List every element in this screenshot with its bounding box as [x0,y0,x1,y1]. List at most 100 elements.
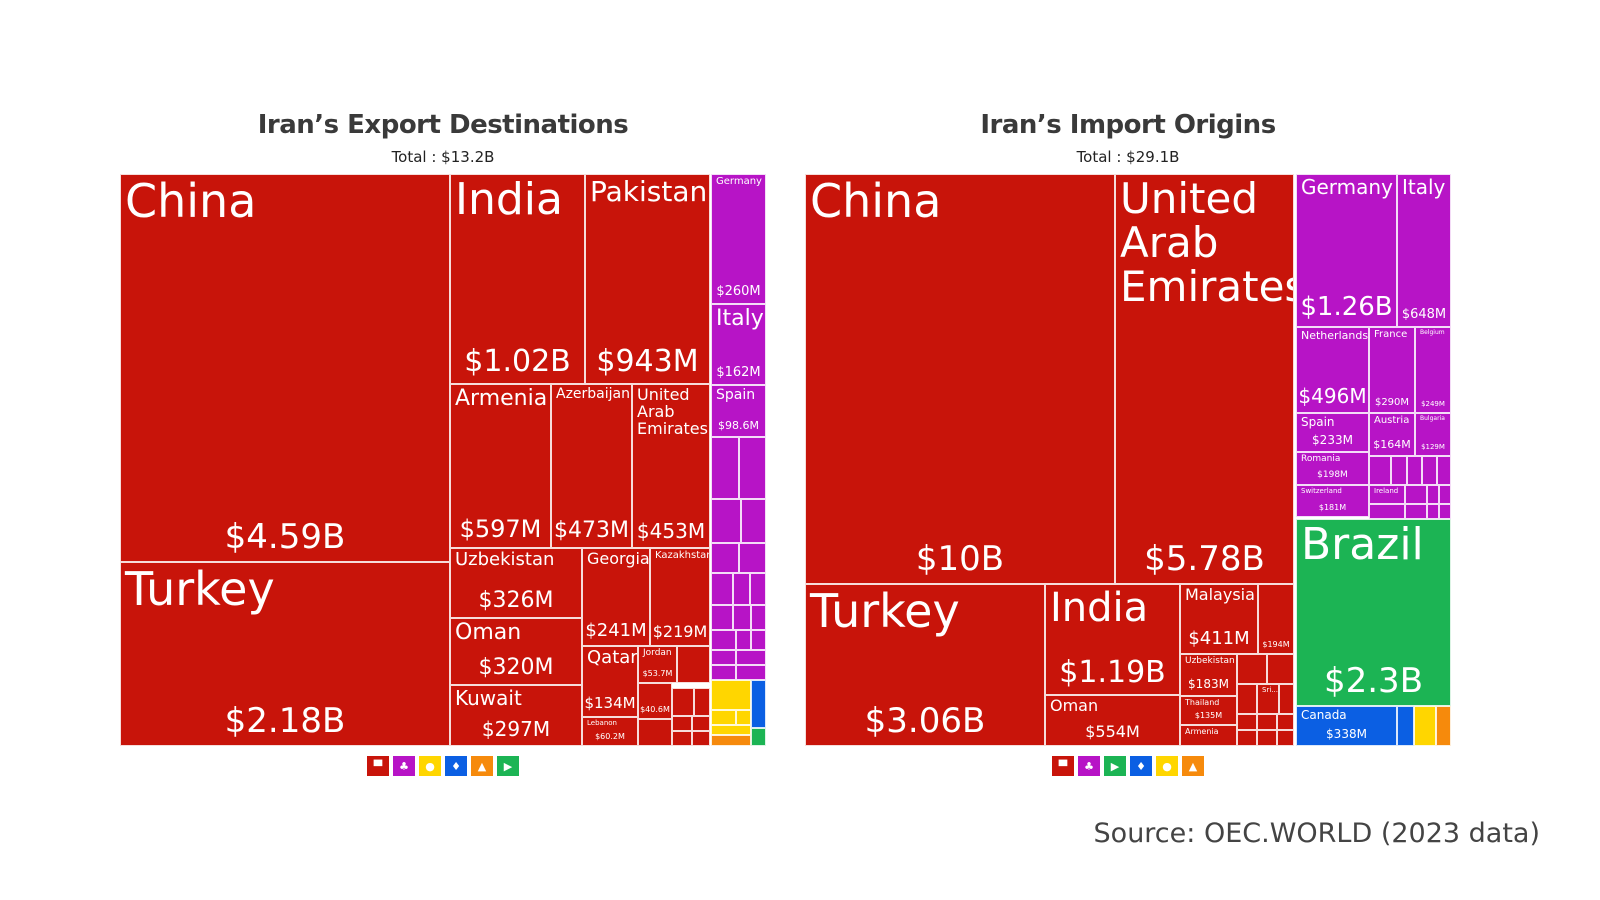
import-tile-small[interactable] [1439,485,1451,504]
import-tile-belgium[interactable]: Belgium $249M [1415,327,1451,413]
export-tile-small[interactable] [672,731,692,746]
export-tile-india[interactable]: India $1.02B [450,174,585,384]
import-tile-small[interactable] [1436,706,1451,746]
europe-continent-icon[interactable]: ♣ [1078,756,1100,776]
export-tile-small[interactable] [750,573,766,605]
export-tile-china[interactable]: China $4.59B [120,174,450,562]
import-tile-malaysia[interactable]: Malaysia $411M [1180,584,1258,654]
export-tile-small[interactable] [736,665,766,680]
import-tile-italy[interactable]: Italy $648M [1397,174,1451,327]
import-tile-canada[interactable]: Canada $338M [1296,706,1397,746]
export-tile-lebanon[interactable]: Lebanon $60.2M [582,717,638,746]
export-tile-small[interactable] [677,646,710,683]
export-tile-kazakhstan[interactable]: Kazakhstan $219M [650,548,710,646]
import-tile-small[interactable] [1405,485,1427,504]
export-tile-small[interactable] [739,543,766,573]
export-tile-small[interactable] [711,725,751,735]
export-tile-small[interactable] [711,710,736,725]
export-tile-armenia[interactable]: Armenia $597M [450,384,551,548]
oceania-continent-icon[interactable]: ▲ [471,756,493,776]
export-tile-united-arab-emirates[interactable]: United Arab Emirates $453M [632,384,710,548]
import-tile-china[interactable]: China $10B [805,174,1115,584]
import-tile-small[interactable] [1277,730,1294,746]
export-tile-jordan[interactable]: Jordan $53.7M [638,646,677,683]
import-tile-spain[interactable]: Spain $233M [1296,413,1369,452]
import-tile-ireland[interactable]: Ireland [1369,485,1405,504]
import-tile-small[interactable] [1237,714,1257,730]
export-tile-small[interactable] [711,573,733,605]
export-tile-small[interactable] [736,710,751,725]
export-tile-oman[interactable]: Oman $320M [450,618,582,685]
import-tile-austria[interactable]: Austria $164M [1369,413,1415,456]
import-tile-small[interactable] [1407,456,1422,485]
import-tile-small[interactable] [1257,714,1277,730]
import-tile-small[interactable] [1237,684,1257,714]
import-tile-small[interactable] [1277,714,1294,730]
export-tile-small[interactable] [694,688,710,716]
import-tile-small[interactable] [1267,654,1294,684]
import-tile-small[interactable] [1422,456,1437,485]
export-tile-kuwait[interactable]: Kuwait $297M [450,685,582,746]
import-tile-netherlands[interactable]: Netherlands $496M [1296,327,1369,413]
export-tile-small[interactable] [733,605,751,630]
import-tile-small[interactable] [1279,684,1294,714]
export-tile-small[interactable] [692,716,710,731]
export-tile-germany[interactable]: Germany $260M [711,174,766,304]
import-tile-small[interactable] [1439,504,1451,519]
export-tile-uzbekistan[interactable]: Uzbekistan $326M [450,548,582,618]
africa-continent-icon[interactable]: ● [419,756,441,776]
export-tile-small[interactable] [711,437,739,499]
import-tile-small[interactable] [1237,654,1267,684]
export-tile-small[interactable] [711,499,741,543]
export-tile-small[interactable] [711,735,751,746]
export-tile-small[interactable] [711,543,739,573]
export-tile-georgia[interactable]: Georgia $241M [582,548,650,646]
import-tile-bulgaria[interactable]: Bulgaria $129M [1415,413,1451,456]
export-tile-small[interactable] [638,719,672,746]
import-tile-small[interactable] [1369,504,1405,519]
export-tile-small[interactable] [711,665,736,680]
import-tile-unlabeled-6[interactable]: $194M [1258,584,1294,654]
export-tile-small[interactable] [736,630,751,650]
oceania-continent-icon[interactable]: ▲ [1182,756,1204,776]
import-tile-france[interactable]: France $290M [1369,327,1415,413]
africa-continent-icon[interactable]: ● [1156,756,1178,776]
import-tile-united-arab-emirates[interactable]: United Arab Emirates $5.78B [1115,174,1294,584]
import-tile-armenia[interactable]: Armenia [1180,725,1237,746]
import-tile-oman[interactable]: Oman $554M [1045,695,1180,746]
export-tile-small[interactable] [692,731,710,746]
export-tile-small[interactable] [751,605,766,630]
import-tile-small[interactable] [1437,456,1451,485]
export-tile-small[interactable] [672,716,692,731]
export-tile-small[interactable] [711,680,751,710]
export-tile-small[interactable] [739,437,766,499]
export-tile-small[interactable] [711,630,736,650]
export-tile-small[interactable] [711,650,736,665]
export-tile-small[interactable] [741,499,766,543]
import-tile-small[interactable] [1257,730,1277,746]
asia-continent-icon[interactable]: ▀ [367,756,389,776]
samerica-continent-icon[interactable]: ▶ [1104,756,1126,776]
export-tile-small[interactable] [736,650,766,665]
import-tile-turkey[interactable]: Turkey $3.06B [805,584,1045,746]
export-tile-italy[interactable]: Italy $162M [711,304,766,385]
import-tile-switzerland[interactable]: Switzerland $181M [1296,485,1369,517]
samerica-continent-icon[interactable]: ▶ [497,756,519,776]
import-tile-small[interactable] [1427,504,1439,519]
import-tile-small[interactable] [1391,456,1407,485]
import-tile-small[interactable] [1427,485,1439,504]
import-tile-sri[interactable]: Sri... [1257,684,1279,714]
import-tile-small[interactable] [1414,706,1436,746]
export-tile-small[interactable] [751,630,766,650]
export-tile-spain[interactable]: Spain $98.6M [711,385,766,437]
import-tile-small[interactable] [1237,730,1257,746]
export-tile-qatar[interactable]: Qatar $134M [582,646,638,717]
import-tile-small[interactable] [1397,706,1414,746]
namerica-continent-icon[interactable]: ♦ [1130,756,1152,776]
import-tile-brazil[interactable]: Brazil $2.3B [1296,519,1451,706]
asia-continent-icon[interactable]: ▀ [1052,756,1074,776]
export-tile-small[interactable] [733,573,750,605]
export-tile-pakistan[interactable]: Pakistan $943M [585,174,710,384]
import-tile-thailand[interactable]: Thailand $135M [1180,696,1237,725]
import-tile-small[interactable] [1405,504,1427,519]
